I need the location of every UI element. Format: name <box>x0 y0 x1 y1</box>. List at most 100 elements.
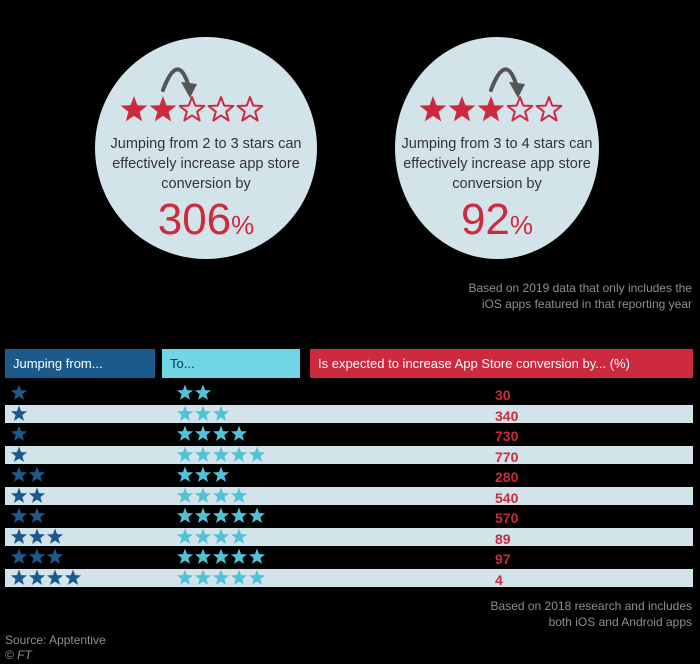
note-bottom: Based on 2018 research and includes both… <box>491 598 692 630</box>
to-star-icon <box>176 466 194 482</box>
conversion-value: 570 <box>495 510 519 526</box>
to-star-icon <box>176 405 194 421</box>
to-star-icon <box>212 446 230 462</box>
to-star-icon <box>212 466 230 482</box>
to-star-icon <box>248 569 266 585</box>
table-row: 30 <box>5 384 693 403</box>
conversion-value: 30 <box>495 387 511 403</box>
from-star-icon <box>28 507 46 523</box>
to-star-icon <box>176 507 194 523</box>
from-star-icon <box>10 466 28 482</box>
to-star-icon <box>176 384 194 400</box>
conversion-value: 280 <box>495 469 519 485</box>
to-star-icon <box>194 466 212 482</box>
to-star-icon <box>230 569 248 585</box>
conversion-value: 4 <box>495 571 503 588</box>
to-star-icon <box>176 548 194 564</box>
from-star-icon <box>28 548 46 564</box>
table-row: 4 <box>5 568 693 588</box>
header-label: Is expected to increase App Store conver… <box>318 356 630 371</box>
to-star-icon <box>176 569 194 585</box>
row-stars <box>10 507 266 523</box>
to-star-icon <box>212 425 230 441</box>
to-star-icon <box>230 446 248 462</box>
to-star-icon <box>194 507 212 523</box>
row-stars <box>10 405 230 421</box>
row-stars <box>10 446 266 462</box>
callout-value-right: 92% <box>395 198 599 247</box>
curved-arrow-head-icon <box>181 82 197 98</box>
conversion-value: 89 <box>495 530 511 547</box>
to-star-icon <box>194 487 212 503</box>
callout-value-left: 306% <box>95 198 317 247</box>
callout-text-line: conversion by <box>452 176 542 192</box>
note-line: both iOS and Android apps <box>548 615 692 629</box>
to-star-icon <box>176 425 194 441</box>
table-row: 540 <box>5 486 693 506</box>
table-row: 280 <box>5 466 693 485</box>
from-star-icon <box>10 446 28 462</box>
to-star-icon <box>248 446 266 462</box>
to-star-icon <box>176 528 194 544</box>
header-label: Jumping from... <box>13 356 103 371</box>
table-row: 97 <box>5 548 693 567</box>
callout-text-left: Jumping from 2 to 3 stars can effectivel… <box>95 134 317 194</box>
callout-text-line: conversion by <box>161 176 251 192</box>
from-star-icon <box>10 405 28 421</box>
row-stars <box>10 548 266 564</box>
from-star-icon <box>46 528 64 544</box>
to-star-icon <box>194 405 212 421</box>
conversion-value: 730 <box>495 428 519 444</box>
to-star-icon <box>212 507 230 523</box>
callout-text-line: effectively increase app store <box>112 156 300 172</box>
from-star-icon <box>10 425 28 441</box>
to-star-icon <box>230 425 248 441</box>
from-star-icon <box>28 528 46 544</box>
to-star-icon <box>212 487 230 503</box>
filled-star-icon <box>477 96 505 122</box>
source: Source: Apptentive <box>5 633 106 647</box>
callout-text-line: Jumping from 2 to 3 stars can <box>110 136 302 152</box>
to-star-icon <box>212 569 230 585</box>
to-star-icon <box>230 548 248 564</box>
to-star-icon <box>176 487 194 503</box>
callout-text-line: Jumping from 3 to 4 stars can <box>401 136 593 152</box>
from-star-icon <box>10 507 28 523</box>
conversion-value: 540 <box>495 489 519 506</box>
row-stars <box>10 466 230 482</box>
to-star-icon <box>194 569 212 585</box>
conversion-value: 340 <box>495 407 519 424</box>
from-star-icon <box>10 548 28 564</box>
callout-text-right: Jumping from 3 to 4 stars can effectivel… <box>395 134 599 194</box>
to-star-icon <box>248 548 266 564</box>
to-star-icon <box>248 507 266 523</box>
credit: © FT <box>5 648 32 662</box>
note-line: Based on 2018 research and includes <box>490 599 692 613</box>
callout-value-number: 306 <box>157 195 232 244</box>
row-stars <box>10 487 248 503</box>
table-row: 570 <box>5 507 693 526</box>
header-label: To... <box>170 356 195 371</box>
note-line: iOS apps featured in that reporting year <box>481 297 692 311</box>
to-star-icon <box>194 548 212 564</box>
table-row: 730 <box>5 425 693 444</box>
from-star-icon <box>64 569 82 585</box>
callout-text-line: effectively increase app store <box>403 156 591 172</box>
filled-star-icon <box>120 96 148 122</box>
filled-star-icon <box>448 96 476 122</box>
conversion-value: 770 <box>495 448 519 465</box>
from-star-icon <box>46 548 64 564</box>
outline-star-icon <box>178 96 206 122</box>
table-row: 340 <box>5 404 693 424</box>
to-star-icon <box>194 528 212 544</box>
to-star-icon <box>212 548 230 564</box>
from-star-icon <box>46 569 64 585</box>
from-star-icon <box>28 569 46 585</box>
from-star-icon <box>28 466 46 482</box>
to-star-icon <box>230 507 248 523</box>
row-stars <box>10 384 212 400</box>
table-row: 770 <box>5 445 693 465</box>
callout-circle-left <box>95 37 317 259</box>
